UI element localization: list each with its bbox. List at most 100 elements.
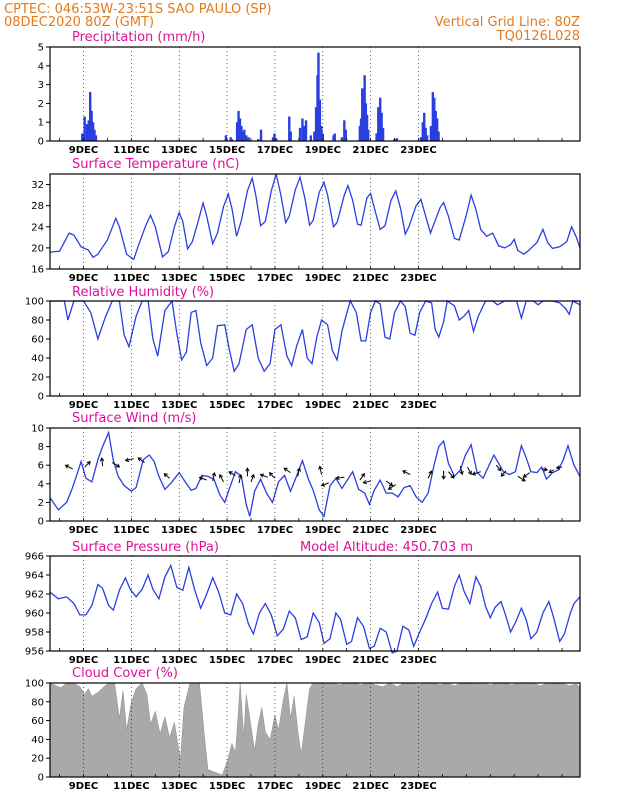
wind-vector-head xyxy=(402,470,407,475)
x-tick-label: 21DEC xyxy=(352,273,388,284)
precipitation-bar xyxy=(333,133,336,141)
wind-panel: 9DEC 11DEC 13DEC 15DEC 17DEC 19DEC 21DEC 23DEC 0… xyxy=(31,424,581,536)
wind-vector xyxy=(495,464,502,471)
cloud-cover-area xyxy=(49,682,581,778)
humidity-panel: 9DEC 11DEC 13DEC 15DEC 17DEC 19DEC 21DEC 23DEC 0… xyxy=(25,297,581,411)
precipitation-bar xyxy=(421,122,424,141)
x-tick-label: 15DEC xyxy=(209,400,245,411)
wind-vector xyxy=(319,466,323,475)
precipitation-bar xyxy=(235,122,239,141)
wind-vector xyxy=(467,466,472,475)
precipitation-bar xyxy=(423,112,426,141)
precipitation-bar xyxy=(288,116,291,141)
wind-vector-head xyxy=(137,457,142,462)
wind-vector-head xyxy=(238,473,243,479)
x-tick-label: 11DEC xyxy=(113,781,149,792)
x-tick-label: 17DEC xyxy=(257,145,293,156)
precipitation-bar xyxy=(94,135,98,141)
header-location: CPTEC: 046:53W-23:51S SAO PAULO (SP) xyxy=(4,2,272,17)
precipitation-bar xyxy=(301,118,304,141)
y-tick-label: 0 xyxy=(38,517,44,528)
y-tick-label: 80 xyxy=(31,316,44,327)
x-tick-label: 23DEC xyxy=(400,400,436,411)
precipitation-bar xyxy=(230,139,234,141)
wind-vector-head xyxy=(211,471,217,477)
wind-vector-head xyxy=(362,479,367,485)
x-tick-label: 19DEC xyxy=(305,781,341,792)
wind-vector-head xyxy=(99,457,105,462)
x-tick-label: 11DEC xyxy=(113,145,149,156)
wind-vector-head xyxy=(388,482,394,487)
precipitation-bar xyxy=(87,120,90,141)
header-date: 08DEC2020 80Z (GMT) xyxy=(4,15,154,30)
wind-vector-head xyxy=(163,473,168,478)
wind-vector-head xyxy=(320,482,326,487)
wind-vector xyxy=(388,484,397,490)
precipitation-bar xyxy=(238,118,242,141)
wind-vector-head xyxy=(555,465,561,470)
precipitation-bar xyxy=(81,133,84,141)
precipitation-bar xyxy=(435,118,439,141)
precipitation-bar xyxy=(91,122,95,141)
y-tick-label: 40 xyxy=(31,735,44,746)
x-tick-label: 21DEC xyxy=(352,400,388,411)
precipitation-bar xyxy=(90,110,93,141)
wind-vector xyxy=(219,474,224,483)
y-tick-label: 100 xyxy=(25,679,44,690)
precipitation-bar xyxy=(377,107,380,141)
wind-vector xyxy=(163,473,170,479)
y-tick-label: 960 xyxy=(25,609,44,620)
wind-line xyxy=(49,430,581,518)
y-tick-label: 956 xyxy=(25,647,44,658)
temperature-panel: 9DEC 11DEC 13DEC 15DEC 17DEC 19DEC 21DEC 23DEC 1… xyxy=(31,173,581,284)
precipitation-bar xyxy=(314,107,318,141)
wind-vector-head xyxy=(86,460,91,466)
y-tick-label: 100 xyxy=(25,297,44,308)
wind-vector-head xyxy=(296,467,302,472)
wind-vector-head xyxy=(500,472,505,477)
x-tick-label: 17DEC xyxy=(257,781,293,792)
wind-vector-head xyxy=(497,467,502,472)
y-tick-label: 16 xyxy=(31,265,44,276)
wind-vector xyxy=(283,467,291,474)
precipitation-bar xyxy=(367,129,370,141)
wind-vector xyxy=(111,461,120,468)
wind-vector-head xyxy=(219,473,224,479)
panels: 9DEC 11DEC 13DEC 15DEC 17DEC 19DEC 21DEC 23DEC0… xyxy=(25,43,581,792)
y-tick-label: 0 xyxy=(38,392,44,403)
precipitation-bar xyxy=(245,135,248,141)
precipitation-bar xyxy=(271,137,275,141)
wind-vector xyxy=(101,457,104,467)
precipitation-bar xyxy=(313,131,316,141)
wind-vector xyxy=(199,476,207,481)
x-tick-label: 11DEC xyxy=(113,400,149,411)
x-tick-label: 23DEC xyxy=(400,525,436,536)
precipitation-bar xyxy=(256,139,260,141)
x-tick-label: 21DEC xyxy=(352,525,388,536)
precipitation-bar xyxy=(243,129,246,141)
wind-vector xyxy=(212,472,215,482)
precipitation-bar xyxy=(429,125,433,141)
x-tick-label: 15DEC xyxy=(209,781,245,792)
y-tick-label: 40 xyxy=(31,354,44,365)
y-tick-label: 2 xyxy=(38,498,44,509)
precipitation-bar xyxy=(247,137,250,141)
wind-vector xyxy=(472,471,481,475)
x-tick-label: 15DEC xyxy=(209,655,245,666)
wind-vector-head xyxy=(467,470,472,476)
wind-vector-head xyxy=(441,475,446,480)
wind-vector xyxy=(363,480,371,484)
y-tick-label: 5 xyxy=(38,43,44,54)
wind-vector-head xyxy=(335,475,340,481)
header-grid-line: Vertical Grid Line: 80Z xyxy=(435,15,580,30)
x-tick-label: 19DEC xyxy=(305,655,341,666)
y-tick-label: 966 xyxy=(25,552,44,563)
wind-vector-head xyxy=(450,474,455,479)
wind-vector xyxy=(321,482,329,487)
precipitation-bar xyxy=(88,92,92,141)
x-tick-label: 19DEC xyxy=(305,145,341,156)
y-tick-label: 6 xyxy=(38,461,44,472)
wind-vector-head xyxy=(283,467,288,472)
wind-vector xyxy=(427,470,433,479)
x-tick-label: 21DEC xyxy=(352,781,388,792)
